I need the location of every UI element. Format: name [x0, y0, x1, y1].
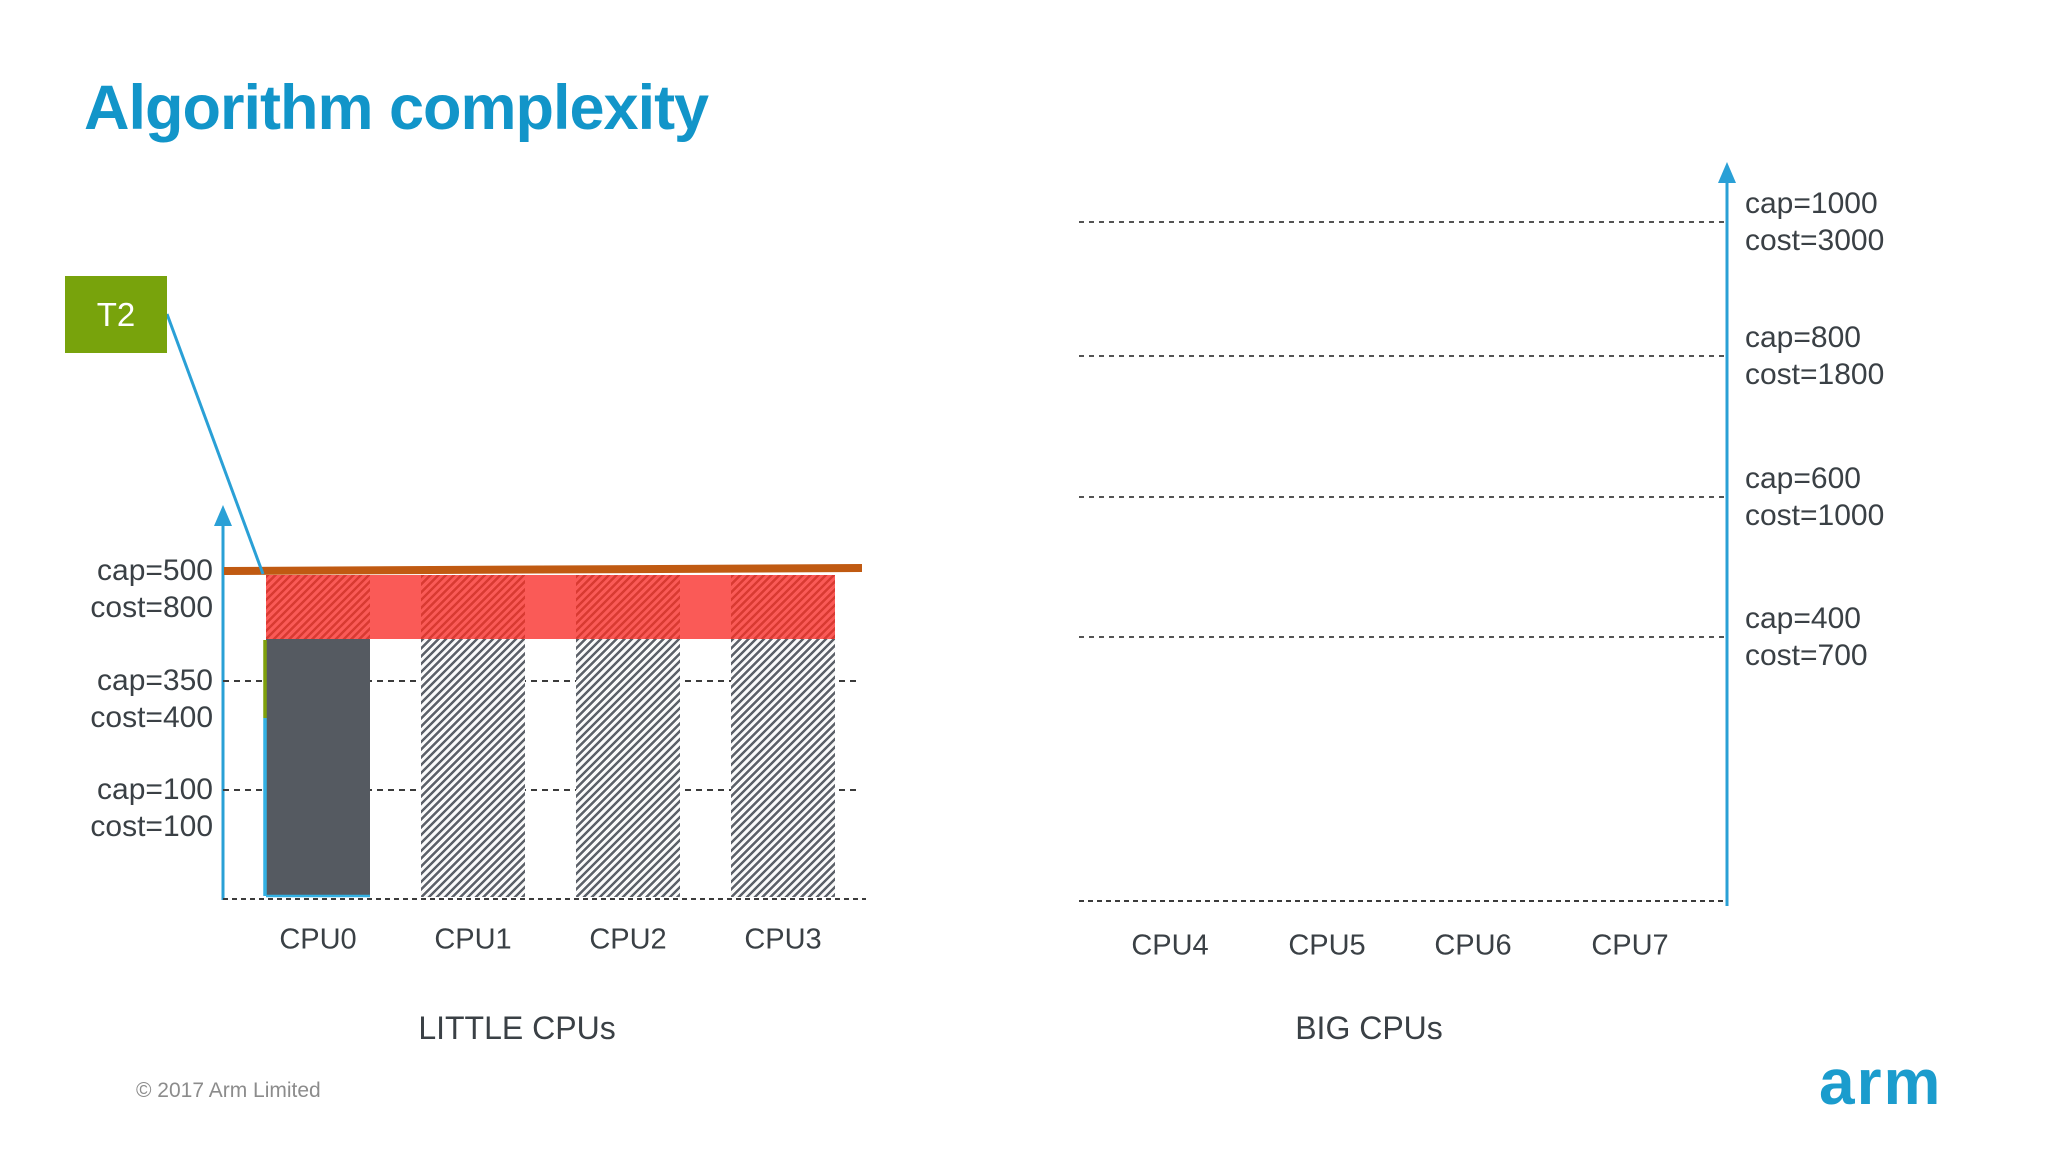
cost-label-1800: cost=1800	[1745, 358, 1885, 391]
copyright-text: © 2017 Arm Limited	[136, 1079, 321, 1102]
bar-cpu3	[731, 639, 835, 897]
category-label-cpu0: CPU0	[279, 923, 357, 956]
category-label-cpu4: CPU4	[1131, 929, 1209, 962]
bar-cpu2	[576, 639, 680, 897]
cap-label-1000: cap=1000	[1745, 187, 1878, 220]
category-label-cpu2: CPU2	[589, 923, 667, 956]
cost-label-700: cost=700	[1745, 639, 1868, 672]
cost-label-1000: cost=1000	[1745, 499, 1885, 532]
task-band-t2-hatch-cpu3	[731, 575, 835, 639]
task-badge-label: T2	[96, 295, 136, 333]
cap-label-500: cap=500	[97, 554, 213, 587]
task-badge-t2: T2	[65, 276, 167, 353]
little-y-axis-arrow	[214, 505, 232, 526]
cost-label-400: cost=400	[90, 701, 213, 734]
category-label-cpu7: CPU7	[1591, 929, 1669, 962]
slide-title: Algorithm complexity	[84, 73, 709, 143]
category-label-cpu1: CPU1	[434, 923, 512, 956]
cap-label-800: cap=800	[1745, 321, 1861, 354]
cap-label-400: cap=400	[1745, 602, 1861, 635]
cost-label-800: cost=800	[90, 591, 213, 624]
cost-label-3000: cost=3000	[1745, 224, 1885, 257]
task-band-t2-hatch-cpu1	[421, 575, 525, 639]
bar-cpu0	[266, 639, 370, 897]
category-label-cpu3: CPU3	[744, 923, 822, 956]
cap-label-350: cap=350	[97, 664, 213, 697]
task-band-t2-hatch-cpu0	[266, 575, 370, 639]
task-band-t2-hatch-cpu2	[576, 575, 680, 639]
bar-cpu1	[421, 639, 525, 897]
cost-label-100: cost=100	[90, 810, 213, 843]
arm-logo: arm	[1819, 1046, 1943, 1118]
category-label-cpu5: CPU5	[1288, 929, 1366, 962]
cap-label-100: cap=100	[97, 773, 213, 806]
cap-label-600: cap=600	[1745, 462, 1861, 495]
little-cpus-caption: LITTLE CPUs	[418, 1010, 616, 1046]
little-cap-limit-line	[223, 564, 863, 575]
big-cpus-caption: BIG CPUs	[1295, 1010, 1443, 1046]
big-y-axis-arrow	[1718, 162, 1736, 183]
t2-connector-line	[165, 313, 265, 575]
category-label-cpu6: CPU6	[1434, 929, 1512, 962]
